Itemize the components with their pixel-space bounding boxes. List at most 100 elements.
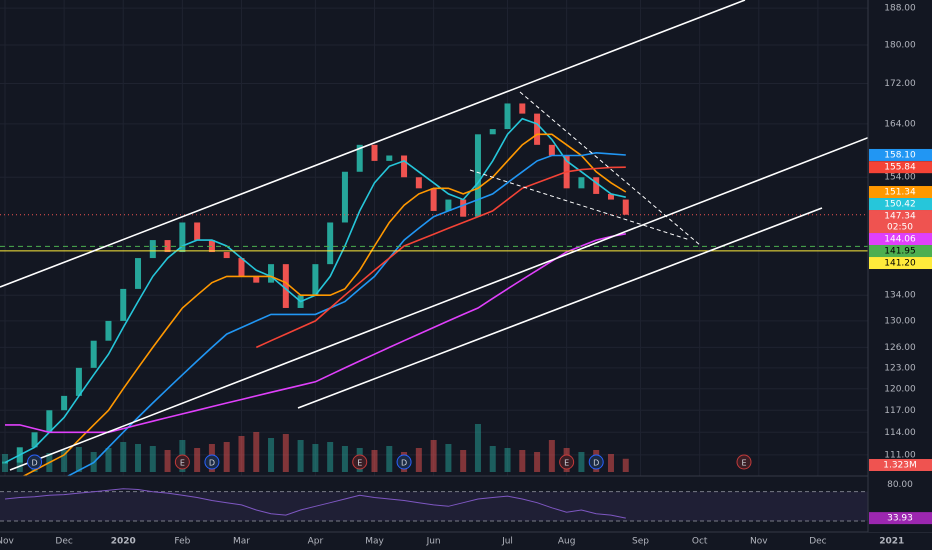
trend-line (0, 0, 746, 288)
volume-bar (149, 446, 156, 472)
price-tag (869, 186, 932, 199)
y-tick-label: 126.00 (884, 343, 916, 353)
y-tick-label: 188.00 (884, 4, 916, 14)
volume-bar (282, 434, 289, 472)
trend-line (469, 169, 691, 241)
candle (327, 222, 334, 265)
axis-layer: 188.00 180.00 172.00 164.00 154.00 134.00 130.… (869, 4, 932, 525)
volume-bar (120, 442, 127, 472)
candle (194, 222, 201, 241)
candle (489, 129, 496, 135)
candle (238, 258, 245, 277)
volume-bar (194, 448, 201, 472)
price-tag-label: 151.34 (884, 188, 916, 198)
y-tick-label: 180.00 (884, 40, 916, 50)
candle (415, 177, 422, 189)
volume-tag-label: 1.323M (883, 461, 917, 471)
y-tick-label: 111.00 (884, 450, 916, 460)
event-label: D (209, 459, 215, 468)
x-tick-label: Sep (632, 537, 649, 547)
volume-bar (253, 432, 260, 472)
volume-bar (371, 450, 378, 472)
x-tick-label: May (365, 537, 384, 547)
volume-bar (75, 447, 82, 472)
rsi-tag (869, 512, 932, 525)
price-tag (869, 245, 932, 258)
event-label: E (180, 459, 185, 468)
y-tick-label: 114.00 (884, 428, 916, 438)
y-tick-label: 130.00 (884, 316, 916, 326)
volume-tag (869, 459, 932, 471)
price-tag (869, 148, 932, 161)
candle (120, 288, 127, 321)
line (22, 133, 627, 476)
y-tick-label: 154.00 (884, 173, 916, 183)
volume-bar (327, 442, 334, 472)
candle (519, 103, 526, 114)
price-tag-label: 144.06 (884, 235, 916, 245)
grid (0, 0, 868, 476)
y-tick-label: 164.00 (884, 119, 916, 129)
candle (61, 395, 68, 411)
event-marker (588, 454, 604, 470)
price-tag-label: 141.20 (884, 259, 916, 269)
y-tick-label: 123.00 (884, 363, 916, 373)
candle (622, 199, 629, 215)
candle (149, 240, 156, 259)
volume-bar (548, 440, 555, 472)
event-label: D (31, 459, 37, 468)
x-tick-label: Jun (426, 537, 441, 547)
volume-bar (312, 444, 319, 472)
trend-line (297, 207, 823, 409)
trend-lines (0, 0, 868, 471)
x-tick-label: Feb (174, 537, 190, 547)
volume-bar (489, 446, 496, 472)
volume-bar (534, 452, 541, 472)
countdown: 02:50 (887, 223, 913, 233)
y-tick-label: 172.00 (884, 79, 916, 89)
candle (90, 340, 97, 368)
event-label: E (357, 459, 362, 468)
x-tick-label: Nov (750, 537, 768, 547)
candle (341, 171, 348, 223)
candle (253, 276, 260, 283)
candle (223, 252, 230, 259)
price-tag (869, 161, 932, 174)
volume-bar (474, 424, 481, 472)
candle (356, 144, 363, 172)
x-tick-label: Dec (55, 537, 72, 547)
candle (460, 199, 467, 217)
candle (534, 113, 541, 145)
candle (135, 258, 142, 289)
volume-bar (223, 442, 230, 472)
x-tick-label: Apr (308, 537, 324, 547)
x-tick-label: Dec (809, 537, 826, 547)
volume-bar (105, 448, 112, 472)
line (255, 166, 626, 349)
volume-bar (135, 444, 142, 472)
volume-bar (341, 446, 348, 472)
candle (445, 199, 452, 211)
line (4, 488, 626, 519)
candle (46, 410, 53, 433)
volume-bar (445, 444, 452, 472)
candle (578, 177, 585, 189)
rsi-pane (0, 488, 868, 522)
event-marker (396, 454, 412, 470)
event-marker (559, 454, 575, 470)
volume-bar (386, 446, 393, 472)
event-marker (204, 454, 220, 470)
rsi-tag-label: 33.93 (887, 514, 913, 524)
price-tag-label: 150.42 (884, 200, 916, 210)
volume-bar (268, 438, 275, 472)
price-tag (869, 198, 932, 211)
volume-bar (297, 440, 304, 472)
candle (31, 432, 38, 448)
candle (371, 144, 378, 161)
x-tick-label: Jul (501, 537, 513, 547)
event-marker (174, 454, 190, 470)
line (66, 151, 626, 476)
price-tag-label: 141.95 (884, 247, 916, 257)
